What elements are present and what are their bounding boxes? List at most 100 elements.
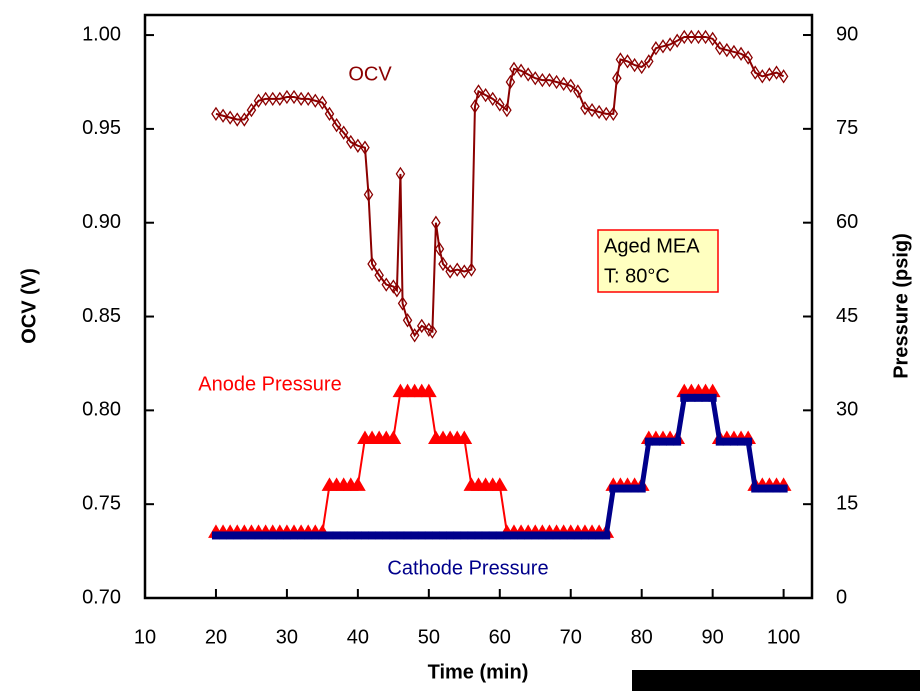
point	[474, 531, 483, 540]
series-line	[215, 390, 784, 534]
point	[246, 102, 257, 118]
point	[211, 531, 220, 540]
point	[502, 102, 512, 118]
point	[707, 31, 718, 47]
point	[261, 531, 270, 540]
point	[701, 393, 710, 402]
point	[395, 166, 406, 182]
point	[544, 72, 555, 88]
point	[608, 106, 619, 122]
point	[729, 44, 739, 60]
point	[363, 187, 374, 202]
point	[658, 437, 667, 446]
point	[587, 102, 597, 118]
point	[317, 95, 328, 110]
point	[453, 531, 462, 540]
point	[434, 241, 445, 257]
point	[594, 104, 604, 120]
point	[622, 54, 633, 69]
point	[473, 84, 484, 99]
x-tick-label: 100	[767, 626, 800, 648]
x-tick-label: 90	[702, 626, 724, 648]
point	[750, 65, 761, 80]
point	[580, 101, 590, 116]
point	[630, 484, 639, 493]
point	[331, 117, 342, 133]
point	[254, 531, 263, 540]
point	[700, 29, 711, 45]
point	[573, 84, 583, 99]
point	[765, 484, 774, 493]
point	[452, 262, 462, 277]
overlay-bar	[632, 670, 920, 691]
plot-frame	[143, 13, 814, 600]
point	[680, 393, 689, 402]
info-text: T: 80°C	[604, 265, 670, 287]
y2-axis-label: Pressure (psig)	[890, 233, 912, 379]
x-tick-label: 70	[560, 626, 582, 648]
point	[636, 59, 647, 75]
y2-tick-label: 15	[836, 492, 858, 514]
point	[318, 531, 327, 540]
point	[431, 531, 440, 540]
point	[346, 531, 355, 540]
point	[282, 89, 292, 105]
point	[375, 531, 384, 540]
point	[310, 93, 321, 108]
point	[687, 393, 696, 402]
y2-tick-label: 0	[836, 586, 847, 608]
x-tick-label: 50	[418, 626, 440, 648]
point	[686, 29, 697, 45]
point	[470, 99, 480, 114]
point	[353, 531, 362, 540]
point	[679, 29, 690, 45]
point	[509, 531, 518, 540]
point	[715, 437, 724, 446]
point	[595, 531, 604, 540]
point	[467, 531, 476, 540]
point	[350, 477, 366, 491]
point	[644, 437, 653, 446]
point	[311, 531, 320, 540]
point	[666, 437, 675, 446]
x-tick-label: 80	[631, 626, 653, 648]
point	[714, 41, 725, 56]
point	[439, 531, 448, 540]
point	[545, 531, 554, 540]
point	[558, 76, 569, 92]
y-tick-label: 0.85	[82, 305, 121, 327]
point	[778, 69, 789, 84]
annotation: OCV	[348, 63, 392, 85]
point	[502, 531, 511, 540]
annotation: Cathode Pressure	[387, 557, 548, 579]
point	[565, 78, 576, 93]
point	[481, 531, 490, 540]
point	[268, 531, 277, 540]
point	[736, 46, 746, 62]
point	[289, 89, 299, 105]
point	[487, 91, 498, 107]
point	[360, 140, 370, 155]
point	[409, 328, 420, 343]
point	[623, 484, 632, 493]
point	[397, 296, 408, 311]
point	[488, 531, 497, 540]
point	[495, 531, 504, 540]
point	[232, 112, 243, 127]
y-tick-label: 0.90	[82, 211, 121, 233]
point	[219, 531, 228, 540]
point	[324, 106, 335, 122]
point	[588, 531, 597, 540]
y-tick-label: 0.75	[82, 492, 121, 514]
point	[427, 324, 438, 339]
point	[744, 437, 753, 446]
point	[601, 106, 612, 122]
point	[275, 531, 284, 540]
y-tick-label: 0.80	[82, 399, 121, 421]
point	[651, 437, 660, 446]
point	[708, 393, 717, 402]
point	[580, 531, 589, 540]
point	[751, 484, 760, 493]
point	[290, 531, 299, 540]
